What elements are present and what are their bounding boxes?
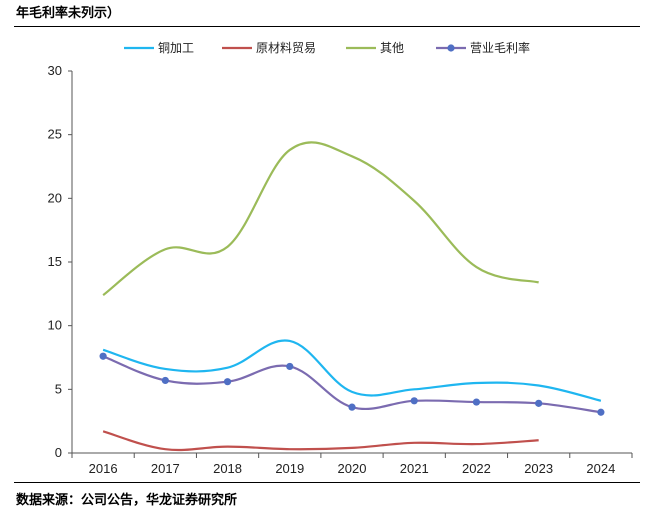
y-tick-label: 25	[48, 127, 62, 142]
y-tick-label: 20	[48, 190, 62, 205]
x-tick-label: 2018	[213, 461, 242, 476]
legend-label: 其他	[380, 41, 404, 55]
y-axis: 0 5 10 15 20 25 30	[48, 63, 73, 460]
legend-marker	[447, 44, 455, 52]
top-rule	[14, 26, 640, 27]
bottom-rule	[14, 482, 640, 483]
series-line-copper-processing	[102, 339, 602, 402]
x-tick-label: 2021	[400, 461, 429, 476]
chart-series	[99, 141, 605, 452]
data-point	[535, 399, 543, 407]
x-tick-label: 2023	[524, 461, 553, 476]
x-tick-label: 2019	[275, 461, 304, 476]
x-tick-label: 2016	[89, 461, 118, 476]
legend-label: 原材料贸易	[256, 41, 316, 55]
x-tick-label: 2022	[462, 461, 491, 476]
data-point	[286, 362, 294, 371]
data-point	[161, 376, 169, 385]
y-tick-label: 5	[55, 381, 62, 396]
legend-label: 铜加工	[158, 40, 194, 55]
data-point	[472, 398, 481, 406]
series-line-raw-material-trade	[102, 430, 539, 452]
chart-legend: 铜加工 原材料贸易 其他 营业毛利率	[124, 40, 530, 55]
y-tick-label: 30	[48, 63, 62, 78]
x-tick-label: 2017	[151, 461, 180, 476]
data-point	[410, 397, 418, 405]
data-point	[223, 378, 232, 386]
source-note: 数据来源：公司公告，华龙证券研究所	[16, 493, 238, 508]
y-tick-label: 10	[48, 318, 62, 333]
x-tick-label: 2024	[586, 461, 615, 476]
y-tick-label: 0	[55, 445, 62, 460]
legend-label: 营业毛利率	[470, 40, 530, 55]
x-tick-label: 2020	[338, 461, 367, 476]
header-title: 年毛利率未列示）	[16, 6, 121, 21]
y-tick-label: 15	[48, 254, 62, 269]
data-point	[597, 408, 605, 416]
data-point	[99, 352, 107, 360]
series-line-other	[102, 141, 539, 296]
x-axis: 2016 2017 2018 2019 2020 2021 2022 2023 2024	[71, 452, 633, 476]
data-point	[348, 403, 356, 411]
